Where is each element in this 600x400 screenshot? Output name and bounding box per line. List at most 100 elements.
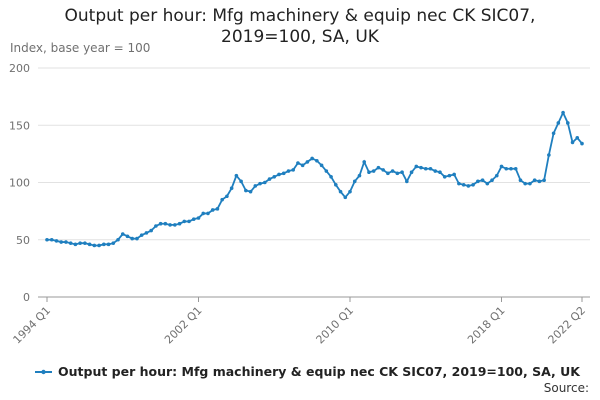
x-tick-label: 2022 Q2 xyxy=(546,304,589,347)
data-point xyxy=(210,208,215,212)
data-point xyxy=(310,156,314,161)
data-point xyxy=(305,160,310,164)
y-tick-label: 50 xyxy=(16,234,30,247)
data-point xyxy=(291,168,295,172)
data-point xyxy=(201,211,206,216)
data-point xyxy=(220,197,224,202)
data-point xyxy=(490,178,494,183)
chart-title: Output per hour: Mfg machinery & equip n… xyxy=(64,6,536,47)
data-point xyxy=(452,172,456,177)
data-point xyxy=(547,153,551,157)
data-point xyxy=(338,189,343,194)
series-line xyxy=(47,110,583,247)
data-point xyxy=(471,182,475,187)
data-point xyxy=(267,177,272,181)
data-point xyxy=(367,170,371,174)
data-point xyxy=(83,241,87,245)
data-point xyxy=(111,241,116,245)
data-point xyxy=(64,240,68,244)
x-tick-label: 1994 Q1 xyxy=(11,304,54,347)
data-point xyxy=(476,179,480,184)
data-point xyxy=(68,241,73,245)
data-point xyxy=(319,163,324,168)
data-point xyxy=(248,189,253,194)
data-point xyxy=(348,189,352,194)
data-point xyxy=(87,242,92,247)
data-point xyxy=(182,219,187,224)
data-point xyxy=(457,181,461,186)
data-point xyxy=(357,173,362,178)
data-point xyxy=(504,166,509,171)
data-point xyxy=(158,221,163,226)
data-point xyxy=(523,181,527,186)
data-point xyxy=(537,179,542,184)
data-point xyxy=(253,184,258,188)
data-point xyxy=(116,237,120,242)
data-point xyxy=(480,178,485,183)
data-point xyxy=(570,140,575,145)
data-point xyxy=(177,221,182,226)
data-point xyxy=(329,174,333,179)
data-point xyxy=(381,168,385,172)
data-point xyxy=(400,170,404,174)
data-point xyxy=(135,236,139,241)
data-point xyxy=(191,217,196,221)
data-point xyxy=(528,181,532,186)
data-point xyxy=(125,234,130,239)
data-point xyxy=(405,179,409,184)
x-tick-label: 2010 Q1 xyxy=(314,304,357,347)
x-tick-label: 2018 Q1 xyxy=(465,304,508,347)
data-point xyxy=(532,178,537,183)
data-point xyxy=(92,243,97,248)
data-point xyxy=(324,169,329,173)
data-point xyxy=(272,174,277,179)
data-point xyxy=(206,211,210,216)
data-point xyxy=(229,186,234,191)
data-point xyxy=(258,181,262,186)
data-point xyxy=(97,243,101,248)
data-point xyxy=(300,163,305,168)
data-point xyxy=(173,223,177,227)
data-point xyxy=(352,179,357,184)
data-point xyxy=(362,160,367,164)
data-point xyxy=(461,182,466,187)
data-point xyxy=(102,242,106,247)
data-point xyxy=(234,173,239,178)
data-point xyxy=(518,178,523,183)
y-axis-label: Index, base year = 100 xyxy=(10,41,150,55)
data-point xyxy=(168,223,172,227)
data-point xyxy=(130,236,135,241)
y-tick-label: 0 xyxy=(23,291,30,304)
data-point xyxy=(144,231,149,235)
data-point xyxy=(438,170,442,174)
data-point xyxy=(54,239,59,243)
data-point xyxy=(163,221,168,226)
source: Source: xyxy=(544,381,589,395)
data-point xyxy=(428,166,433,171)
data-point xyxy=(281,171,286,176)
data-point xyxy=(196,216,201,220)
data-point xyxy=(409,170,414,174)
data-point xyxy=(447,173,452,178)
data-point xyxy=(551,131,556,136)
y-tick-label: 200 xyxy=(9,62,30,75)
data-point xyxy=(499,164,504,169)
data-point xyxy=(542,178,546,183)
data-point xyxy=(343,195,348,200)
data-point xyxy=(296,161,300,165)
data-point xyxy=(149,228,153,233)
data-point xyxy=(565,121,570,125)
data-point xyxy=(59,240,64,244)
data-point xyxy=(120,232,125,236)
data-point xyxy=(139,233,144,237)
data-point xyxy=(239,179,243,184)
data-point xyxy=(244,188,248,193)
x-tick-label: 2002 Q1 xyxy=(162,304,205,347)
data-point xyxy=(371,169,376,173)
data-point xyxy=(390,169,395,173)
data-point xyxy=(277,172,281,177)
legend-marker xyxy=(41,369,46,375)
data-point xyxy=(386,171,390,176)
